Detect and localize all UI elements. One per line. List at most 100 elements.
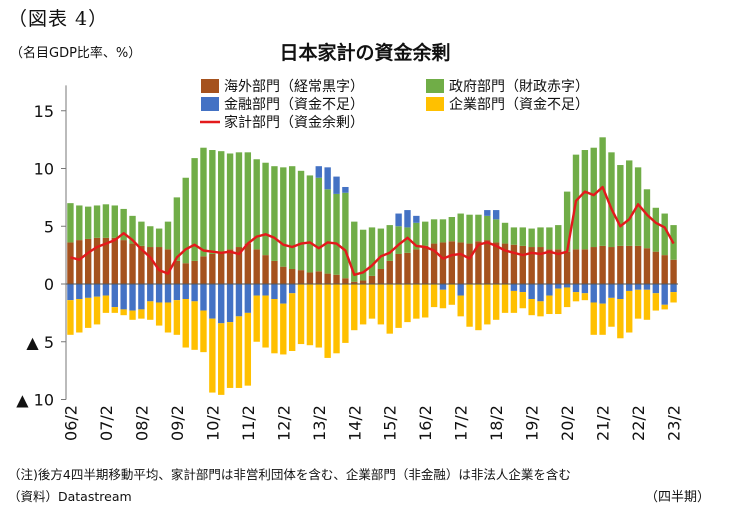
bar: [200, 256, 207, 284]
bar: [448, 241, 456, 284]
bar: [288, 166, 296, 269]
bar: [386, 225, 393, 261]
bar: [519, 284, 526, 293]
bar: [386, 260, 393, 284]
legend-swatch: [201, 97, 219, 111]
bar: [235, 316, 243, 388]
bar: [111, 205, 118, 238]
bar: [147, 301, 154, 320]
x-tick-label: 11/2: [239, 405, 258, 441]
bar: [280, 284, 287, 304]
bar: [501, 222, 509, 244]
bar: [182, 284, 189, 300]
bar: [173, 284, 181, 301]
bar: [626, 284, 633, 291]
bar: [643, 189, 651, 249]
bar: [608, 284, 615, 298]
bar: [377, 284, 385, 325]
bar: [439, 289, 447, 309]
bar: [555, 288, 562, 315]
x-tick-label: 23/2: [665, 405, 684, 441]
bar: [617, 284, 624, 300]
bar: [351, 281, 358, 284]
bar: [138, 221, 145, 246]
bar: [643, 248, 651, 284]
bar: [634, 245, 642, 284]
bar: [368, 227, 376, 276]
bar: [67, 300, 74, 335]
bar: [670, 292, 677, 303]
bar: [395, 253, 402, 284]
bar: [253, 284, 260, 296]
bar: [377, 228, 385, 269]
bar: [510, 290, 518, 313]
bar: [555, 225, 562, 250]
bar: [546, 284, 553, 296]
bar: [129, 215, 136, 244]
bar: [661, 284, 668, 305]
bar: [306, 284, 314, 346]
bar: [191, 284, 198, 302]
bar: [359, 280, 367, 284]
bar: [93, 296, 101, 325]
x-tick-label: 22/2: [629, 405, 648, 441]
bar: [271, 284, 278, 300]
bar: [333, 193, 340, 275]
bar: [164, 221, 172, 250]
bar: [368, 275, 376, 284]
legend-label: 政府部門（財政赤字）: [449, 79, 589, 95]
x-tick-label: 15/2: [381, 405, 400, 441]
bar: [528, 284, 535, 300]
chart-title: 日本家計の資金余剰: [279, 42, 451, 64]
bar: [528, 247, 535, 284]
bar: [271, 299, 278, 354]
bar: [519, 292, 526, 309]
bar: [182, 263, 189, 284]
bar: [466, 284, 473, 327]
bar: [333, 274, 340, 284]
bar: [492, 284, 500, 320]
bar: [537, 301, 544, 317]
bar: [608, 152, 615, 248]
bar: [209, 253, 216, 284]
bar: [84, 238, 92, 284]
bar: [173, 260, 181, 284]
bar: [129, 243, 136, 284]
bar: [563, 191, 571, 252]
x-tick-label: 07/2: [97, 405, 116, 441]
bar: [288, 284, 296, 294]
bar: [76, 240, 83, 284]
bar: [226, 153, 234, 250]
bar: [155, 302, 163, 326]
bar: [457, 295, 464, 317]
bar: [102, 284, 110, 296]
bar: [626, 160, 633, 246]
bar: [555, 284, 562, 289]
bar: [76, 284, 83, 300]
x-tick-label: 06/2: [61, 405, 80, 441]
bar: [430, 284, 438, 308]
bar: [404, 227, 411, 253]
bar: [120, 240, 127, 284]
bar: [519, 245, 526, 284]
y-tick-label: ▲ 5: [26, 333, 54, 352]
bar: [510, 227, 518, 245]
bar: [537, 247, 544, 284]
bar: [359, 229, 367, 281]
bar: [351, 284, 358, 331]
x-tick-label: 13/2: [310, 405, 329, 441]
legend-label: 企業部門（資金不足）: [449, 96, 589, 113]
x-tick-label: 09/2: [168, 405, 187, 441]
bar: [528, 299, 535, 316]
y-tick-label: 10: [34, 160, 54, 179]
bar: [102, 237, 110, 284]
bar: [537, 227, 544, 248]
bar: [67, 203, 74, 243]
bar: [475, 241, 482, 284]
bar: [93, 284, 101, 297]
x-unit-label: （四半期）: [644, 490, 710, 505]
bar: [519, 227, 526, 246]
bar: [448, 284, 456, 305]
bar: [422, 245, 429, 284]
bar: [652, 251, 660, 284]
